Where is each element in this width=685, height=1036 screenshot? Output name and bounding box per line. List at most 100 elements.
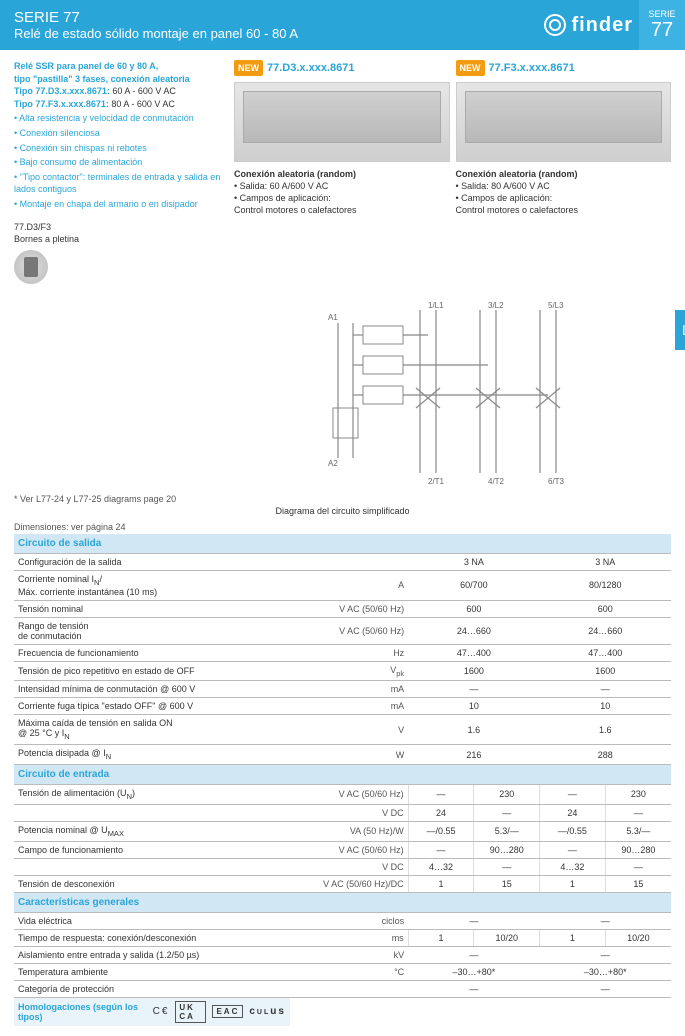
prod-code: 77.D3.x.xxx.8671 — [267, 62, 354, 74]
spec-val: 10/20 — [474, 929, 540, 946]
spec-label: Configuración de la salida — [14, 553, 290, 570]
cert-icons: C€ UK CA EAC cULus — [153, 1001, 286, 1023]
spec-unit — [290, 553, 408, 570]
spec-label: Corriente fuga típica "estado OFF" @ 600… — [14, 698, 290, 715]
spec-unit: V AC (50/60 Hz) — [290, 784, 408, 804]
section-input: Circuito de entrada — [14, 764, 671, 784]
spec-val: — — [408, 841, 474, 858]
brand-icon — [543, 13, 567, 37]
spec-unit: V AC (50/60 Hz) — [290, 617, 408, 644]
svg-text:4/T2: 4/T2 — [488, 477, 505, 486]
spec-val: 1 — [540, 929, 606, 946]
spec-val: — — [540, 841, 606, 858]
homologations-row: Homologaciones (según los tipos) C€ UK C… — [14, 998, 290, 1026]
intro-row: Relé SSR para panel de 60 y 80 A, tipo "… — [14, 60, 671, 284]
spec-label: Tensión de desconexión — [14, 875, 290, 892]
spec-val: 15 — [605, 875, 671, 892]
spec-val: —/0.55 — [540, 821, 606, 841]
spec-val: 60/700 — [408, 570, 539, 600]
spec-val: — — [540, 681, 671, 698]
spec-unit: V AC (50/60 Hz) — [290, 841, 408, 858]
spec-unit: ciclos — [290, 912, 408, 929]
spec-val: 1600 — [408, 661, 539, 681]
spec-table: Circuito de salida Configuración de la s… — [14, 534, 671, 1026]
svg-text:5/L3: 5/L3 — [548, 301, 564, 310]
spec-label: Tensión de pico repetitivo en estado de … — [14, 661, 290, 681]
footnote-1: * Ver L77-24 y L77-25 diagrams page 20 — [14, 494, 671, 504]
spec-label: Tensión nominal — [14, 600, 290, 617]
spec-val: 600 — [540, 600, 671, 617]
terminal-code: 77.D3/F3 — [14, 221, 224, 234]
spec-val: 47…400 — [540, 644, 671, 661]
product-col-1: NEW 77.D3.x.xxx.8671 Conexión aleatoria … — [234, 60, 450, 284]
product-image — [234, 82, 450, 162]
spec-val: 80/1280 — [540, 570, 671, 600]
spec-val: 230 — [474, 784, 540, 804]
circuit-diagram: A1 A2 1/L1 3/L2 5/L3 2/T1 4/T2 6/T3 — [298, 298, 608, 488]
spec-label: Potencia nominal @ UMAX — [14, 821, 290, 841]
spec-val: –30…+80* — [540, 963, 671, 980]
spec-unit: °C — [290, 963, 408, 980]
spec-unit: V — [290, 715, 408, 745]
spec-unit: ms — [290, 929, 408, 946]
spec-val: — — [408, 681, 539, 698]
spec-label — [14, 804, 290, 821]
spec-val: 10/20 — [605, 929, 671, 946]
header-series: SERIE 77 — [14, 9, 543, 26]
spec-unit: Hz — [290, 644, 408, 661]
product-columns: NEW 77.D3.x.xxx.8671 Conexión aleatoria … — [234, 60, 671, 284]
spec-unit: VA (50 Hz)/W — [290, 821, 408, 841]
terminal-info: 77.D3/F3 Bornes a pletina — [14, 221, 224, 284]
spec-val: 24…660 — [540, 617, 671, 644]
side-label: SERIE — [648, 9, 675, 19]
section-general: Características generales — [14, 892, 671, 912]
spec-label: Categoría de protección — [14, 980, 290, 997]
svg-text:3/L2: 3/L2 — [488, 301, 504, 310]
spec-val: 24 — [540, 804, 606, 821]
header-side-badge: SERIE 77 — [639, 0, 685, 50]
spec-val: 216 — [408, 745, 539, 765]
svg-text:6/T3: 6/T3 — [548, 477, 565, 486]
terminal-icon — [14, 250, 48, 284]
spec-val: —/0.55 — [408, 821, 474, 841]
spec-val: 5.3/— — [474, 821, 540, 841]
side-num: 77 — [651, 19, 673, 42]
spec-val: — — [605, 804, 671, 821]
spec-val: — — [540, 912, 671, 929]
spec-val: 4…32 — [540, 858, 606, 875]
bullet: • Bajo consumo de alimentación — [14, 156, 224, 169]
spec-unit: Vpk — [290, 661, 408, 681]
header-text: SERIE 77 Relé de estado sólido montaje e… — [14, 9, 543, 41]
spec-val: 5.3/— — [605, 821, 671, 841]
spec-unit: V DC — [290, 804, 408, 821]
spec-val: 24…660 — [408, 617, 539, 644]
spec-unit: V AC (50/60 Hz)/DC — [290, 875, 408, 892]
spec-val: 3 NA — [540, 553, 671, 570]
spec-val: 4…32 — [408, 858, 474, 875]
spec-unit: W — [290, 745, 408, 765]
spec-val: 15 — [474, 875, 540, 892]
spec-unit: mA — [290, 698, 408, 715]
spec-val: — — [474, 858, 540, 875]
intro-line2: tipo "pastilla" 3 fases, conexión aleato… — [14, 73, 224, 86]
bullet: • Alta resistencia y velocidad de conmut… — [14, 112, 224, 125]
spec-val: 10 — [540, 698, 671, 715]
product-col-2: NEW 77.F3.x.xxx.8671 Conexión aleatoria … — [456, 60, 672, 284]
spec-val: — — [540, 946, 671, 963]
spec-val: 230 — [605, 784, 671, 804]
new-badge: NEW — [234, 60, 263, 76]
bullet: • Montaje en chapa del armario o en disi… — [14, 198, 224, 211]
section-output: Circuito de salida — [14, 534, 671, 554]
intro-type1: Tipo 77.D3.x.xxx.8671: 60 A - 600 V AC — [14, 85, 224, 98]
prod-header: NEW 77.D3.x.xxx.8671 — [234, 60, 450, 76]
spec-val: — — [408, 946, 539, 963]
spec-val: — — [605, 858, 671, 875]
product-image — [456, 82, 672, 162]
spec-val: 1 — [408, 875, 474, 892]
spec-val: 1.6 — [408, 715, 539, 745]
spec-label: Máxima caída de tensión en salida ON@ 25… — [14, 715, 290, 745]
spec-val: 1.6 — [540, 715, 671, 745]
spec-val: 90…280 — [474, 841, 540, 858]
spec-val: 47…400 — [408, 644, 539, 661]
spec-label: Potencia disipada @ IN — [14, 745, 290, 765]
